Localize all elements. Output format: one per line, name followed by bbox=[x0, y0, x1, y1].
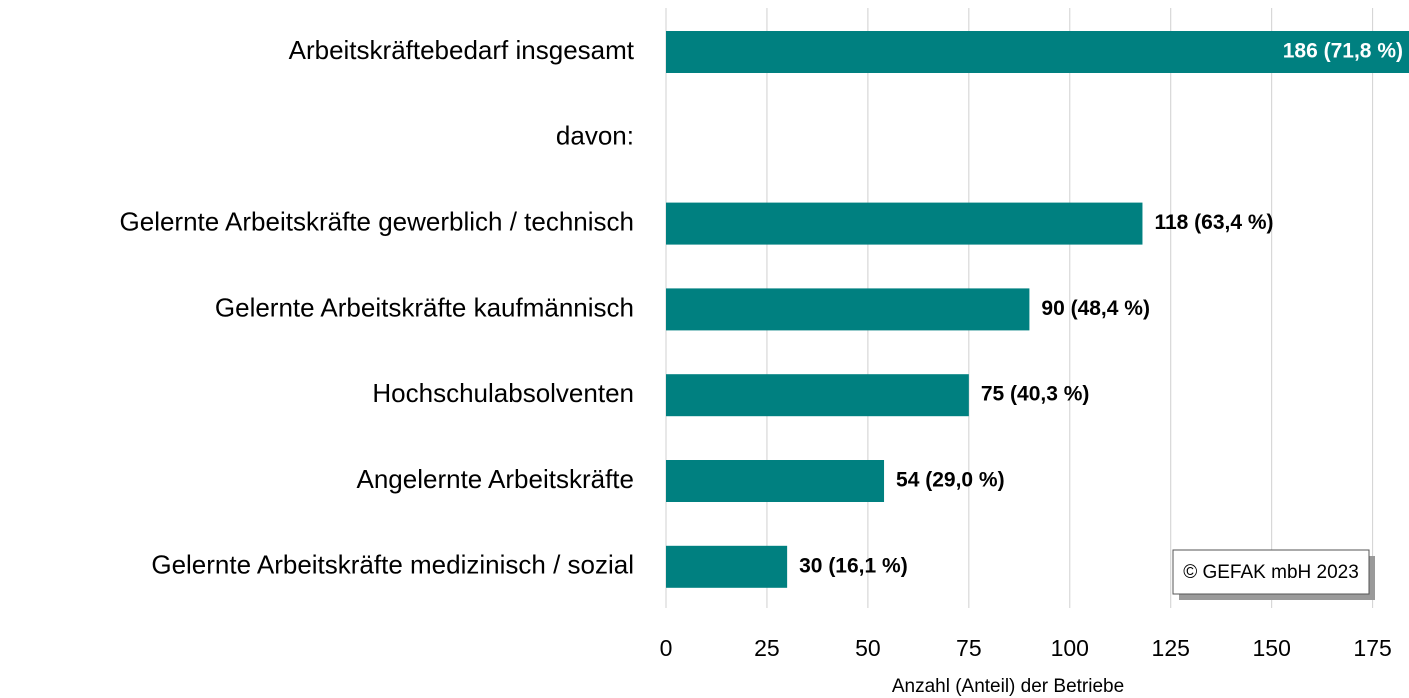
category-label: Hochschulabsolventen bbox=[372, 378, 634, 408]
category-label: Angelernte Arbeitskräfte bbox=[357, 464, 635, 494]
x-tick-label: 75 bbox=[956, 635, 982, 661]
value-label: 54 (29,0 %) bbox=[896, 469, 1005, 492]
x-tick-label: 175 bbox=[1353, 635, 1391, 661]
category-label: Gelernte Arbeitskräfte gewerblich / tech… bbox=[120, 206, 634, 236]
bar bbox=[666, 202, 1143, 245]
annotation-box bbox=[1172, 549, 1370, 595]
bar bbox=[666, 288, 1030, 331]
x-tick-label: 100 bbox=[1051, 635, 1089, 661]
value-label: 90 (48,4 %) bbox=[1041, 297, 1150, 320]
x-tick-label: 0 bbox=[660, 635, 673, 661]
x-tick-label: 25 bbox=[754, 635, 780, 661]
x-tick-label: 125 bbox=[1152, 635, 1190, 661]
value-label: 186 (71,8 %) bbox=[1283, 40, 1403, 63]
category-label: Arbeitskräftebedarf insgesamt bbox=[289, 35, 635, 65]
value-label: 75 (40,3 %) bbox=[981, 383, 1090, 406]
x-tick-label: 50 bbox=[855, 635, 881, 661]
value-label: 118 (63,4 %) bbox=[1154, 211, 1273, 234]
category-label: Gelernte Arbeitskräfte medizinisch / soz… bbox=[151, 550, 634, 580]
bar bbox=[666, 31, 1409, 73]
bar bbox=[666, 545, 788, 588]
bar bbox=[666, 374, 969, 417]
annotation: © GEFAK mbH 2023 bbox=[1183, 562, 1359, 583]
value-label: 30 (16,1 %) bbox=[799, 554, 908, 577]
category-label: davon: bbox=[556, 121, 634, 151]
x-tick-label: 150 bbox=[1252, 635, 1290, 661]
bar bbox=[666, 460, 885, 502]
x-axis-label: Anzahl (Anteil) der Betriebe bbox=[892, 676, 1124, 697]
category-label: Gelernte Arbeitskräfte kaufmännisch bbox=[215, 292, 634, 322]
